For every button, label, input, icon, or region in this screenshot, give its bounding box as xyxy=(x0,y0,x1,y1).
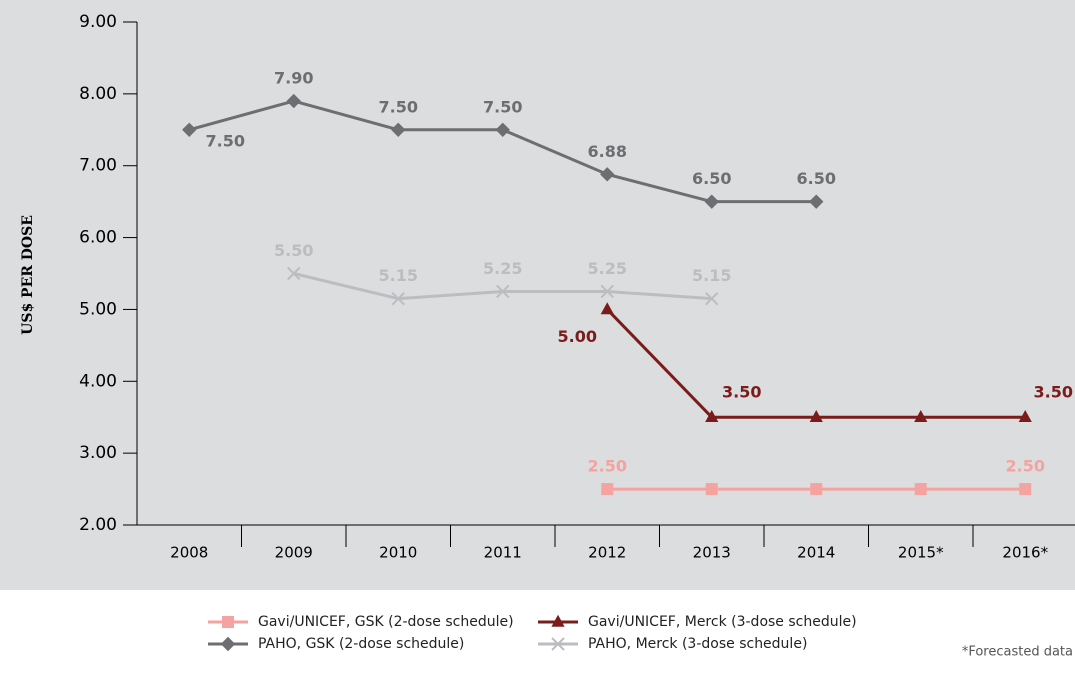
data-label: 5.50 xyxy=(274,241,313,260)
legend-label: PAHO, GSK (2-dose schedule) xyxy=(258,636,464,652)
data-label: 5.00 xyxy=(558,327,597,346)
marker xyxy=(704,194,719,209)
data-label: 7.50 xyxy=(206,131,245,150)
marker xyxy=(391,122,406,137)
marker xyxy=(600,302,614,315)
data-label: 5.25 xyxy=(483,259,522,278)
chart-background xyxy=(0,0,1075,590)
data-label: 2.50 xyxy=(1006,457,1045,476)
data-label: 6.50 xyxy=(797,169,836,188)
marker xyxy=(286,93,301,109)
legend-label: PAHO, Merck (3-dose schedule) xyxy=(588,636,807,652)
legend-label: Gavi/UNICEF, Merck (3-dose schedule) xyxy=(588,614,857,630)
x-tick-label: 2014 xyxy=(797,544,835,562)
marker xyxy=(705,410,719,423)
marker xyxy=(809,194,824,209)
x-tick-label: 2010 xyxy=(379,544,417,562)
x-tick-label: 2008 xyxy=(170,544,208,562)
data-label: 2.50 xyxy=(588,457,627,476)
data-label: 6.88 xyxy=(588,142,627,161)
data-label: 7.50 xyxy=(483,97,522,116)
marker xyxy=(601,483,614,496)
footnote: *Forecasted data xyxy=(962,645,1073,660)
y-tick-label: 6.00 xyxy=(79,228,117,248)
data-label: 5.15 xyxy=(692,266,731,285)
marker xyxy=(914,410,928,423)
x-tick-label: 2013 xyxy=(693,544,731,562)
data-label: 7.90 xyxy=(274,69,313,88)
marker xyxy=(810,483,823,496)
x-tick-label: 2009 xyxy=(275,544,313,562)
marker xyxy=(220,636,236,652)
data-label: 7.50 xyxy=(379,97,418,116)
y-tick-label: 3.00 xyxy=(79,443,117,463)
marker xyxy=(809,410,823,423)
data-label: 5.15 xyxy=(379,266,418,285)
x-tick-label: 2016* xyxy=(1002,544,1048,562)
x-tick-label: 2015* xyxy=(898,544,944,562)
data-label: 3.50 xyxy=(722,383,761,402)
marker xyxy=(391,291,405,306)
legend-label: Gavi/UNICEF, GSK (2-dose schedule) xyxy=(258,614,514,630)
marker xyxy=(222,616,234,628)
marker xyxy=(496,284,510,299)
marker xyxy=(287,266,301,281)
x-tick-label: 2011 xyxy=(484,544,522,562)
y-tick-label: 2.00 xyxy=(79,515,117,535)
marker xyxy=(551,614,565,627)
y-tick-label: 4.00 xyxy=(79,371,117,391)
data-label: 6.50 xyxy=(692,169,731,188)
marker xyxy=(705,483,718,496)
marker xyxy=(1019,483,1032,496)
y-tick-label: 8.00 xyxy=(79,84,117,104)
marker xyxy=(914,483,927,496)
marker xyxy=(182,122,197,137)
data-label: 3.50 xyxy=(1034,383,1073,402)
marker xyxy=(1018,410,1032,423)
y-tick-label: 9.00 xyxy=(79,12,117,32)
data-label: 5.25 xyxy=(588,259,627,278)
y-tick-label: 5.00 xyxy=(79,299,117,319)
y-axis-title: US$ PER DOSE xyxy=(20,215,36,335)
marker xyxy=(600,284,614,299)
marker xyxy=(551,637,565,651)
x-tick-label: 2012 xyxy=(588,544,626,562)
marker xyxy=(495,122,510,137)
marker xyxy=(705,291,719,306)
marker xyxy=(600,167,615,182)
y-tick-label: 7.00 xyxy=(79,156,117,176)
